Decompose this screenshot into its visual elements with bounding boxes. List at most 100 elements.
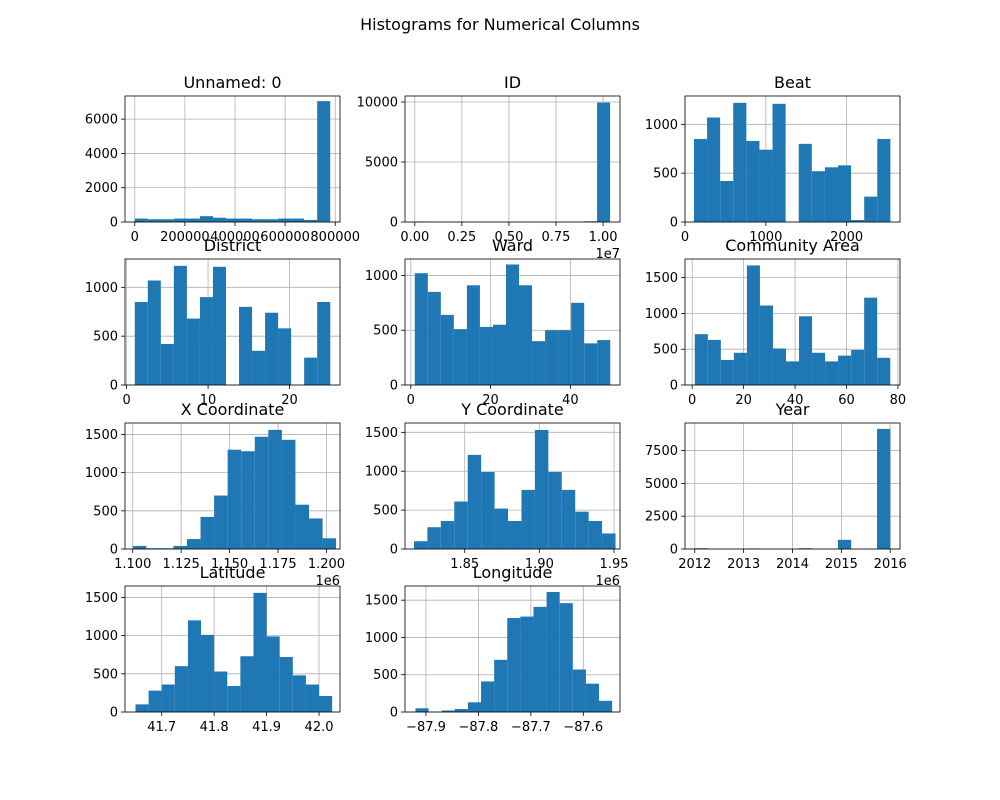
histogram-bar bbox=[558, 330, 572, 385]
histogram-bar bbox=[134, 218, 148, 222]
histogram-bar bbox=[694, 334, 708, 385]
x-tick-label: −87.7 bbox=[511, 720, 551, 735]
histogram-bar bbox=[467, 454, 482, 549]
axes-frame bbox=[404, 258, 621, 386]
histogram-bar bbox=[186, 318, 200, 385]
histogram-bar bbox=[279, 657, 293, 712]
x-tick-label: 2000 bbox=[830, 230, 863, 245]
histogram-bar bbox=[413, 541, 428, 549]
histogram-beat: 0 1000 2000 0 500 1000 Beat bbox=[645, 73, 901, 245]
histogram-bar bbox=[254, 436, 269, 549]
histogram-bar bbox=[772, 348, 786, 385]
y-tick-label: 0 bbox=[670, 379, 678, 394]
histogram-bar bbox=[492, 324, 506, 385]
histogram-bar bbox=[733, 102, 747, 222]
x-tick-label: 10 bbox=[200, 393, 217, 408]
histogram-bar bbox=[746, 265, 760, 385]
histogram-bar bbox=[227, 449, 242, 549]
histogram-bar bbox=[534, 430, 549, 549]
histogram-bar bbox=[440, 314, 454, 385]
x-tick-label: 600000 bbox=[260, 230, 310, 245]
x-tick-label: 41.9 bbox=[252, 720, 281, 735]
histogram-bar bbox=[212, 217, 226, 222]
histogram-year: 2012 2013 2014 2015 2016 0 2500 5000 7500 Year bbox=[645, 400, 907, 572]
y-tick-label: 0 bbox=[670, 543, 678, 558]
histogram-bar bbox=[173, 218, 187, 222]
histogram-bar bbox=[851, 220, 865, 222]
panel-title: Community Area bbox=[725, 236, 860, 255]
histogram-bar bbox=[864, 196, 878, 222]
y-tick-label: 2000 bbox=[85, 181, 118, 196]
histogram-bar bbox=[200, 516, 215, 549]
histogram-bar bbox=[252, 219, 266, 222]
y-tick-label: 1500 bbox=[645, 271, 678, 286]
y-tick-label: 1000 bbox=[85, 629, 118, 644]
histogram-bar bbox=[414, 273, 428, 385]
x-tick-label: 42.0 bbox=[305, 720, 334, 735]
x-tick-label: 1.100 bbox=[114, 557, 151, 572]
x-tick-label: 0 bbox=[407, 393, 415, 408]
axes-frame bbox=[124, 422, 341, 550]
histogram-bar bbox=[864, 297, 878, 385]
histogram-bar bbox=[481, 681, 495, 712]
histogram-bar bbox=[707, 117, 721, 222]
histogram-bar bbox=[187, 620, 202, 712]
histogram-bar bbox=[588, 521, 603, 549]
histogram-bar bbox=[533, 606, 547, 712]
histogram-bar bbox=[317, 301, 331, 385]
histogram-bar bbox=[148, 690, 162, 712]
x-tick-label: 0 bbox=[688, 393, 696, 408]
x-tick-label: 0 bbox=[122, 393, 130, 408]
histogram-longitude: −87.9 −87.8 −87.7 −87.6 0 500 1000 1500 Longitud… bbox=[365, 563, 621, 735]
histogram-bar bbox=[838, 165, 852, 222]
y-tick-label: 0 bbox=[390, 543, 398, 558]
histogram-bar bbox=[545, 330, 559, 385]
histogram-bar bbox=[134, 301, 148, 385]
axis-offset-label: 1e6 bbox=[595, 574, 620, 589]
histogram-ward: 0 20 40 0 500 1000 Ward bbox=[365, 236, 621, 408]
axes-frame bbox=[124, 258, 341, 386]
histogram-bar bbox=[520, 616, 534, 712]
x-tick-label: 800000 bbox=[310, 230, 360, 245]
y-tick-label: 500 bbox=[653, 343, 678, 358]
histogram-bar bbox=[265, 312, 279, 385]
histogram-bar bbox=[309, 518, 323, 549]
histogram-bar bbox=[877, 357, 891, 385]
histogram-unnamed-0: 0 200000 400000 600000 800000 0 2000 4000 6000 Un… bbox=[85, 73, 360, 245]
x-tick-label: 2013 bbox=[727, 557, 760, 572]
x-tick-label: 80 bbox=[890, 393, 907, 408]
y-tick-label: 500 bbox=[373, 668, 398, 683]
x-tick-label: 20 bbox=[482, 393, 499, 408]
histogram-bar bbox=[135, 704, 149, 712]
histogram-community-area: 0 20 40 60 80 0 500 1000 1500 Community Area bbox=[645, 236, 906, 408]
histogram-x-coordinate: 1.100 1.125 1.150 1.175 1.200 0 500 1000 1500 1e6… bbox=[85, 400, 345, 589]
x-tick-label: 60 bbox=[838, 393, 855, 408]
panel-title: Longitude bbox=[473, 563, 553, 582]
x-tick-label: 1.150 bbox=[211, 557, 248, 572]
histogram-bar bbox=[707, 339, 721, 385]
histogram-bar bbox=[147, 219, 161, 222]
histogram-bar bbox=[851, 349, 865, 385]
x-tick-label: 1000 bbox=[749, 230, 782, 245]
histogram-bar bbox=[546, 591, 560, 712]
x-tick-label: 1.175 bbox=[259, 557, 296, 572]
y-tick-label: 1000 bbox=[85, 466, 118, 481]
histogram-bar bbox=[292, 675, 306, 712]
y-tick-label: 0 bbox=[110, 706, 118, 721]
histogram-bar bbox=[304, 357, 318, 385]
histogram-bar bbox=[494, 508, 509, 549]
histogram-bar bbox=[160, 219, 174, 222]
axes-frame bbox=[684, 258, 901, 386]
histogram-bar bbox=[571, 302, 585, 385]
histogram-bar bbox=[572, 669, 586, 712]
histogram-bar bbox=[532, 341, 546, 385]
x-tick-label: 41.8 bbox=[200, 720, 229, 735]
x-tick-label: 200000 bbox=[160, 230, 210, 245]
histogram-bar bbox=[304, 219, 318, 222]
histogram-bar bbox=[252, 350, 266, 385]
histogram-bar bbox=[295, 504, 310, 549]
y-tick-label: 1000 bbox=[645, 307, 678, 322]
histogram-bar bbox=[505, 264, 520, 385]
histogram-bar bbox=[427, 527, 441, 549]
